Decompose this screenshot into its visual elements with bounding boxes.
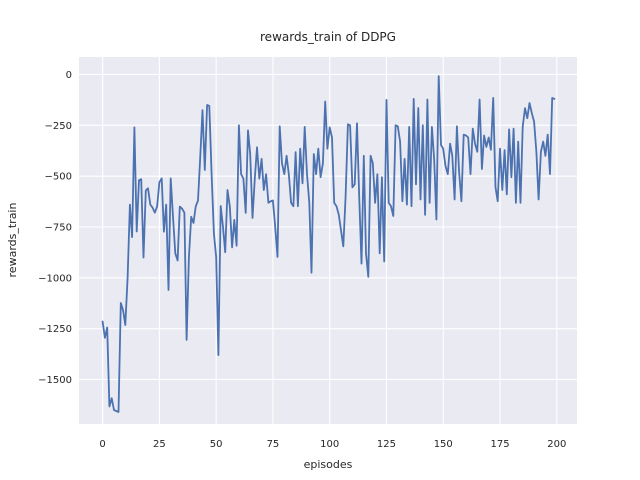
y-tick-label: −750	[45, 222, 72, 233]
x-tick-label: 25	[153, 439, 166, 450]
x-tick-label: 50	[210, 439, 223, 450]
x-tick-label: 125	[377, 439, 396, 450]
x-tick-label: 75	[267, 439, 280, 450]
x-axis-label: episodes	[303, 458, 353, 471]
y-tick-label: −1500	[38, 375, 72, 386]
y-tick-label: −500	[45, 172, 72, 183]
x-tick-label: 0	[99, 439, 105, 450]
y-tick-label: −1250	[38, 324, 72, 335]
y-axis-label: rewards_train	[6, 202, 19, 278]
y-tick-label: −1000	[38, 273, 72, 284]
series-line	[101, 75, 556, 413]
y-tick-label: −250	[45, 121, 72, 132]
x-tick-label: 100	[320, 439, 339, 450]
y-tick-label: 0	[66, 70, 72, 81]
axes-background	[79, 57, 577, 424]
x-tick-label: 150	[434, 439, 453, 450]
chart-title: rewards_train of DDPG	[260, 30, 396, 44]
x-tick-label: 175	[490, 439, 509, 450]
x-tick-label: 200	[547, 439, 566, 450]
